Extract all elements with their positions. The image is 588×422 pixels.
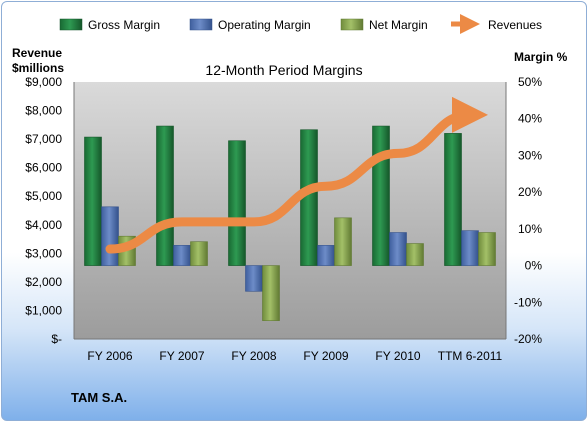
bar-gross-margin [372,125,390,266]
left-tick-label: $4,000 [25,218,62,232]
left-tick-label: $1,000 [25,303,62,317]
left-tick-label: $2,000 [25,275,62,289]
bar-gross-margin [156,125,174,266]
x-tick-label: FY 2009 [303,349,348,363]
right-axis-title: Margin % [514,50,568,64]
bar-operating-margin [317,245,335,266]
right-tick-label: 40% [518,112,542,126]
bar-operating-margin [461,230,479,266]
right-tick-label: 20% [518,185,542,199]
right-tick-label: 30% [518,148,542,162]
right-tick-labels: -20% -10% 0% 10% 20% 30% 40% 50% [514,75,542,346]
legend: Gross Margin Operating Margin Net Margin… [59,14,542,34]
legend-swatch-gross-margin [59,18,83,31]
right-tick-label: 10% [518,222,542,236]
x-tick-label: FY 2010 [375,349,420,363]
left-tick-label: $- [51,332,62,346]
x-tick-labels: FY 2006 FY 2007 FY 2008 FY 2009 FY 2010 TTM 6… [87,349,502,363]
bar-operating-margin [389,232,407,266]
bar-net-margin [190,241,208,266]
bar-operating-margin [245,265,263,292]
x-tick-label: FY 2008 [231,349,276,363]
legend-label-net-margin: Net Margin [369,18,428,32]
bar-gross-margin [228,140,246,266]
right-tick-label: -20% [514,332,542,346]
left-tick-label: $5,000 [25,189,62,203]
bar-gross-margin [444,133,462,266]
right-tick-label: -10% [514,295,542,309]
bar-net-margin [478,232,496,266]
legend-label-gross-margin: Gross Margin [88,18,160,32]
chart-title: 12-Month Period Margins [205,62,362,78]
bar-net-margin [406,243,424,266]
bar-operating-margin [173,245,191,266]
plot-area [74,82,506,339]
left-axis-title-line1: Revenue [12,46,62,60]
bar-operating-margin [101,206,119,266]
bar-net-margin [262,265,280,321]
left-tick-label: $8,000 [25,104,62,118]
left-axis-title-line2: $millions [12,61,64,75]
right-tick-label: 0% [525,259,543,273]
x-tick-label: TTM 6-2011 [438,349,503,363]
revenue-series [105,96,488,254]
left-tick-label: $6,000 [25,161,62,175]
left-tick-label: $9,000 [25,75,62,89]
legend-swatch-operating-margin [189,18,213,31]
right-tick-label: 50% [518,75,542,89]
left-tick-labels: $- $1,000 $2,000 $3,000 $4,000 $5,000 $6,000 $7… [25,75,62,346]
left-tick-label: $7,000 [25,132,62,146]
company-name: TAM S.A. [71,390,127,405]
x-tick-label: FY 2007 [159,349,204,363]
legend-label-revenues: Revenues [488,18,542,32]
bar-net-margin [334,217,352,266]
legend-label-operating-margin: Operating Margin [218,18,311,32]
legend-swatch-net-margin [340,18,364,31]
x-tick-label: FY 2006 [87,349,132,363]
bars [84,125,496,321]
bar-gross-margin [84,136,102,266]
revenues-line [105,96,488,254]
left-tick-label: $3,000 [25,246,62,260]
